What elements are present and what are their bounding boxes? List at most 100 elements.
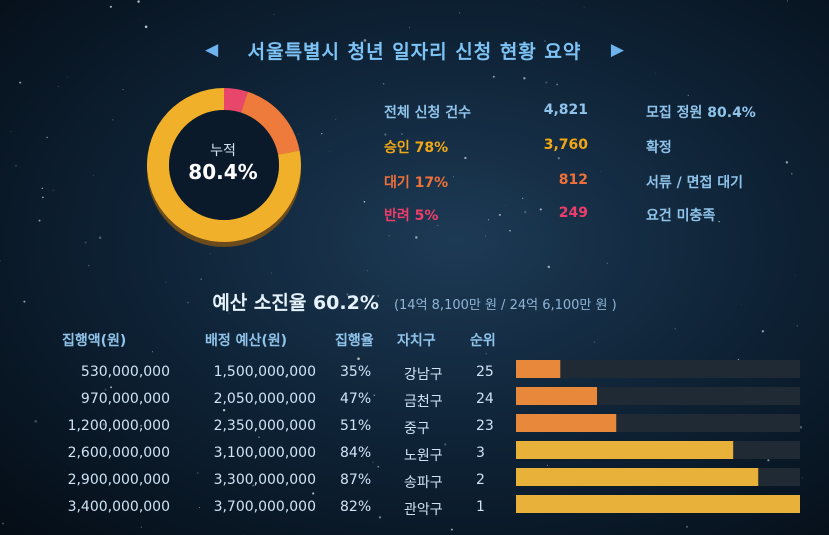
star xyxy=(786,0,789,2)
bar-관악구 xyxy=(516,495,800,513)
stat-note: 요건 미충족 xyxy=(646,208,716,224)
star xyxy=(485,352,487,355)
star xyxy=(357,357,360,361)
alloc-budget-cell: 3,300,000,000 xyxy=(213,472,316,488)
star xyxy=(488,219,490,221)
stat-note: 확정 xyxy=(646,140,672,156)
star xyxy=(505,205,507,206)
star xyxy=(464,156,467,160)
donut-center-label: 누적 xyxy=(210,143,236,159)
star xyxy=(556,83,558,86)
star xyxy=(583,7,585,9)
star xyxy=(408,27,411,29)
star xyxy=(151,351,154,353)
header: ◀ 서울특별시 청년 일자리 신청 현황 요약 ▶ xyxy=(0,34,829,66)
budget-detail: (14억 8,100만 원 / 24억 6,100만 원 ) xyxy=(393,298,617,313)
star xyxy=(523,77,526,80)
exec-amount-cell: 3,400,000,000 xyxy=(67,499,170,515)
star xyxy=(557,157,560,160)
star xyxy=(67,76,69,78)
star xyxy=(685,525,689,528)
district-cell: 송파구 xyxy=(404,475,443,491)
star xyxy=(271,272,273,274)
star xyxy=(209,253,211,255)
star xyxy=(606,262,608,264)
donut-slice-대기 xyxy=(240,91,300,155)
stat-count: 812 xyxy=(558,172,588,188)
star xyxy=(492,75,495,78)
star xyxy=(785,161,789,164)
star xyxy=(791,173,793,175)
exec-amount-cell: 530,000,000 xyxy=(80,364,170,380)
star xyxy=(415,236,418,239)
star xyxy=(42,196,44,199)
district-cell: 금천구 xyxy=(404,394,443,410)
alloc-budget-cell: 3,700,000,000 xyxy=(213,499,316,515)
alloc-budget-cell: 2,350,000,000 xyxy=(213,418,316,434)
bar-송파구 xyxy=(516,468,759,486)
page-title: 서울특별시 청년 일자리 신청 현황 요약 xyxy=(247,40,582,63)
exec-amount-cell: 2,900,000,000 xyxy=(67,472,170,488)
star xyxy=(384,133,387,136)
prev-arrow-icon[interactable]: ◀ xyxy=(205,40,219,60)
star xyxy=(144,25,148,29)
stat-count: 4,821 xyxy=(543,102,588,118)
district-cell: 중구 xyxy=(404,421,430,437)
rank-cell: 1 xyxy=(476,499,485,515)
star xyxy=(593,341,595,343)
star xyxy=(382,83,385,85)
exec-rate-cell: 87% xyxy=(340,472,372,488)
exec-rate-cell: 82% xyxy=(340,499,372,515)
header-exec-amount: 집행액(원) xyxy=(62,333,127,349)
alloc-budget-cell: 2,050,000,000 xyxy=(213,391,316,407)
alloc-budget-cell: 1,500,000,000 xyxy=(213,364,316,380)
star xyxy=(19,81,22,84)
exec-rate-cell: 51% xyxy=(340,418,372,434)
star xyxy=(401,133,403,135)
star xyxy=(122,89,124,91)
star xyxy=(674,327,677,330)
exec-amount-cell: 1,200,000,000 xyxy=(67,418,170,434)
donut-slice-반려 xyxy=(224,88,248,113)
star xyxy=(165,281,167,283)
header-district: 자치구 xyxy=(397,333,436,349)
star xyxy=(687,94,689,97)
star xyxy=(88,264,90,267)
star xyxy=(761,330,765,333)
stat-label: 대기 17% xyxy=(384,175,449,191)
star xyxy=(450,528,453,531)
header-alloc-budget: 배정 예산(원) xyxy=(205,333,288,349)
star xyxy=(335,118,337,121)
exec-amount-cell: 970,000,000 xyxy=(80,391,170,407)
budget-title: 예산 소진율 60.2% xyxy=(212,292,379,314)
bar-중구 xyxy=(516,414,617,432)
star xyxy=(15,164,17,167)
star xyxy=(522,197,524,199)
star xyxy=(796,325,798,327)
next-arrow-icon[interactable]: ▶ xyxy=(610,40,624,60)
star xyxy=(459,12,461,14)
star xyxy=(485,235,486,237)
stat-label: 승인 78% xyxy=(384,140,449,156)
star xyxy=(46,136,48,139)
district-cell: 노원구 xyxy=(404,448,443,464)
stat-note: 모집 정원 80.4% xyxy=(646,105,756,121)
bar-track xyxy=(516,360,800,378)
star xyxy=(388,235,390,237)
stat-label: 전체 신청 건수 xyxy=(384,105,472,121)
star xyxy=(437,225,439,226)
star xyxy=(509,230,511,232)
star xyxy=(2,522,5,525)
stat-label: 반려 5% xyxy=(384,208,439,224)
exec-rate-cell: 47% xyxy=(340,391,372,407)
star xyxy=(52,189,54,191)
exec-rate-cell: 84% xyxy=(340,445,372,461)
rank-cell: 23 xyxy=(476,418,494,434)
star xyxy=(110,386,112,389)
rank-cell: 24 xyxy=(476,391,494,407)
star xyxy=(139,19,141,21)
star xyxy=(498,213,501,216)
stat-note: 서류 / 면접 대기 xyxy=(646,175,744,191)
district-cell: 관악구 xyxy=(404,502,443,518)
star xyxy=(654,72,656,74)
